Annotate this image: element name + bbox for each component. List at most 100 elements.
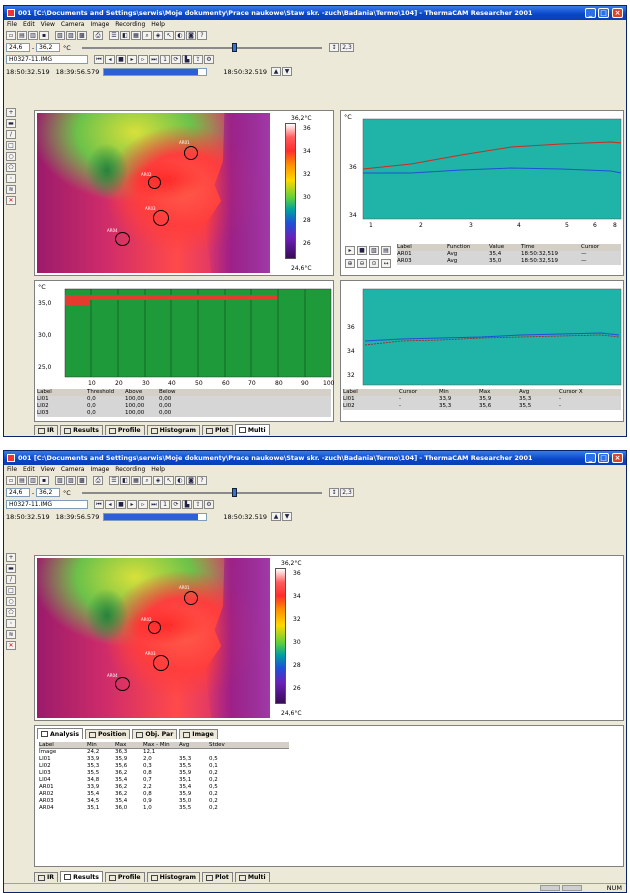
first-frame-icon[interactable]: ⏮ — [94, 55, 104, 64]
close-button[interactable]: × — [612, 8, 623, 18]
tab-histogram[interactable]: Histogram — [146, 425, 200, 435]
export-icon[interactable]: ⇪ — [193, 500, 203, 509]
split-icon[interactable]: ◧ — [120, 476, 130, 485]
copy-icon[interactable]: ▧ — [55, 476, 65, 485]
first-frame-icon[interactable]: ⏮ — [94, 500, 104, 509]
table-row[interactable]: AR01 Avg 35,4 18:50:32,519 — — [397, 251, 621, 258]
spot-tool-icon[interactable]: ◦ — [6, 619, 16, 628]
layout-icon[interactable]: ☰ — [109, 31, 119, 40]
filename-field[interactable]: H0327-11.IMG — [6, 55, 88, 64]
menu-camera[interactable]: Camera — [60, 21, 85, 28]
zoom-out-icon[interactable]: ⊖ — [357, 259, 367, 268]
menu-view[interactable]: View — [40, 466, 55, 473]
refresh-icon[interactable]: ⟳ — [171, 55, 181, 64]
roi-circle[interactable] — [115, 232, 130, 246]
cursor-icon[interactable]: ↖ — [164, 476, 174, 485]
subtab-position[interactable]: Position — [85, 729, 131, 739]
tab-multi[interactable]: Multi — [234, 424, 270, 435]
slider-knob[interactable] — [232, 43, 237, 52]
box-tool-icon[interactable]: □ — [6, 141, 16, 150]
poly-tool-icon[interactable]: ⬠ — [6, 163, 16, 172]
help-icon[interactable]: ? — [197, 476, 207, 485]
maximize-button[interactable]: □ — [598, 8, 609, 18]
play-icon[interactable]: ▸ — [127, 55, 137, 64]
plot-copy-icon[interactable]: ▧ — [369, 246, 379, 255]
paste-icon[interactable]: ▨ — [66, 31, 76, 40]
filename-field[interactable]: H0327-11.IMG — [6, 500, 88, 509]
next-frame-icon[interactable]: ▹ — [138, 55, 148, 64]
export-icon[interactable]: ⇪ — [193, 55, 203, 64]
last-frame-icon[interactable]: ⏭ — [149, 55, 159, 64]
palette-icon[interactable]: ◐ — [175, 31, 185, 40]
table-row[interactable]: LI03 35,5 36,2 0,8 35,9 0,2 — [39, 770, 218, 776]
help-icon[interactable]: ? — [197, 31, 207, 40]
menu-image[interactable]: Image — [90, 466, 110, 473]
level-slider[interactable] — [82, 488, 322, 497]
maximize-button[interactable]: □ — [598, 453, 609, 463]
zoom-in-icon[interactable]: ⊕ — [345, 259, 355, 268]
prev-frame-icon[interactable]: ◂ — [105, 500, 115, 509]
settings-icon[interactable]: ⚙ — [204, 55, 214, 64]
range-button[interactable]: 2,3 — [340, 488, 354, 497]
recording-progress[interactable] — [103, 512, 208, 521]
auto-range-icon[interactable]: ↕ — [329, 43, 339, 52]
palette-icon[interactable]: ◐ — [175, 476, 185, 485]
menu-camera[interactable]: Camera — [60, 466, 85, 473]
zoom-icon[interactable]: ⌕ — [142, 31, 152, 40]
marker-icon[interactable]: ◈ — [153, 476, 163, 485]
subtab-obj-par[interactable]: Obj. Par — [132, 729, 178, 739]
time-down-icon[interactable]: ▼ — [282, 67, 293, 76]
play-icon[interactable]: ▸ — [127, 500, 137, 509]
table-row[interactable]: LI02 0,0 100,00 0,00 — [37, 403, 331, 410]
split-icon[interactable]: ◧ — [120, 31, 130, 40]
table-row[interactable]: LI02 - 35,3 35,6 35,5 - — [343, 403, 621, 410]
copy-icon[interactable]: ▧ — [55, 31, 65, 40]
zoom-fit-icon[interactable]: ⊙ — [369, 259, 379, 268]
stop-icon[interactable]: ■ — [116, 500, 126, 509]
poly-tool-icon[interactable]: ⬠ — [6, 608, 16, 617]
paste-icon[interactable]: ▨ — [66, 476, 76, 485]
folder-icon[interactable]: ▥ — [28, 476, 38, 485]
open-icon[interactable]: ▤ — [17, 31, 27, 40]
edit-icon[interactable]: ▩ — [77, 476, 87, 485]
menu-view[interactable]: View — [40, 21, 55, 28]
time-up-icon[interactable]: ▲ — [271, 67, 282, 76]
table-row[interactable]: Image 24,2 36,3 12,1 — [39, 749, 156, 755]
temp-min-field[interactable]: 24,6 — [6, 43, 30, 52]
camera-icon[interactable]: ◙ — [186, 31, 196, 40]
grid-icon[interactable]: ▦ — [131, 476, 141, 485]
roi-circle[interactable] — [153, 210, 169, 226]
range-button[interactable]: 2,3 — [340, 43, 354, 52]
delete-icon[interactable]: ✕ — [6, 196, 16, 205]
open-icon[interactable]: ▤ — [17, 476, 27, 485]
spot-tool-icon[interactable]: ◦ — [6, 174, 16, 183]
chart-icon[interactable]: ▙ — [182, 500, 192, 509]
roi-circle[interactable] — [148, 621, 161, 634]
table-row[interactable]: AR03 Avg 35,0 18:50:32,519 — — [397, 258, 621, 265]
minimize-button[interactable]: _ — [585, 8, 596, 18]
tab-profile[interactable]: Profile — [104, 425, 145, 435]
table-row[interactable]: AR04 35,1 36,0 1,0 35,5 0,2 — [39, 805, 218, 811]
save-icon[interactable]: ▪ — [39, 31, 49, 40]
print-icon[interactable]: ⎙ — [93, 476, 103, 485]
recording-progress[interactable] — [103, 67, 208, 76]
add-icon[interactable]: + — [6, 553, 16, 562]
plot-options-icon[interactable]: ▤ — [381, 246, 391, 255]
tab-ir[interactable]: IR — [34, 872, 59, 882]
tab-profile[interactable]: Profile — [104, 872, 145, 882]
table-row[interactable]: LI02 35,3 35,6 0,3 35,5 0,1 — [39, 763, 218, 769]
close-button[interactable]: × — [612, 453, 623, 463]
frame-counter[interactable]: 1 — [160, 55, 170, 64]
minimize-button[interactable]: _ — [585, 453, 596, 463]
menu-edit[interactable]: Edit — [23, 21, 35, 28]
menu-help[interactable]: Help — [151, 466, 165, 473]
time-up-icon[interactable]: ▲ — [271, 512, 282, 521]
measure-icon[interactable]: ▬ — [6, 119, 16, 128]
tab-ir[interactable]: IR — [34, 425, 59, 435]
table-row[interactable]: LI04 34,8 35,4 0,7 35,1 0,2 — [39, 777, 218, 783]
grid-icon[interactable]: ▦ — [131, 31, 141, 40]
line-tool-icon[interactable]: ∕ — [6, 130, 16, 139]
iso-tool-icon[interactable]: ≋ — [6, 185, 16, 194]
measure-icon[interactable]: ▬ — [6, 564, 16, 573]
menu-help[interactable]: Help — [151, 21, 165, 28]
